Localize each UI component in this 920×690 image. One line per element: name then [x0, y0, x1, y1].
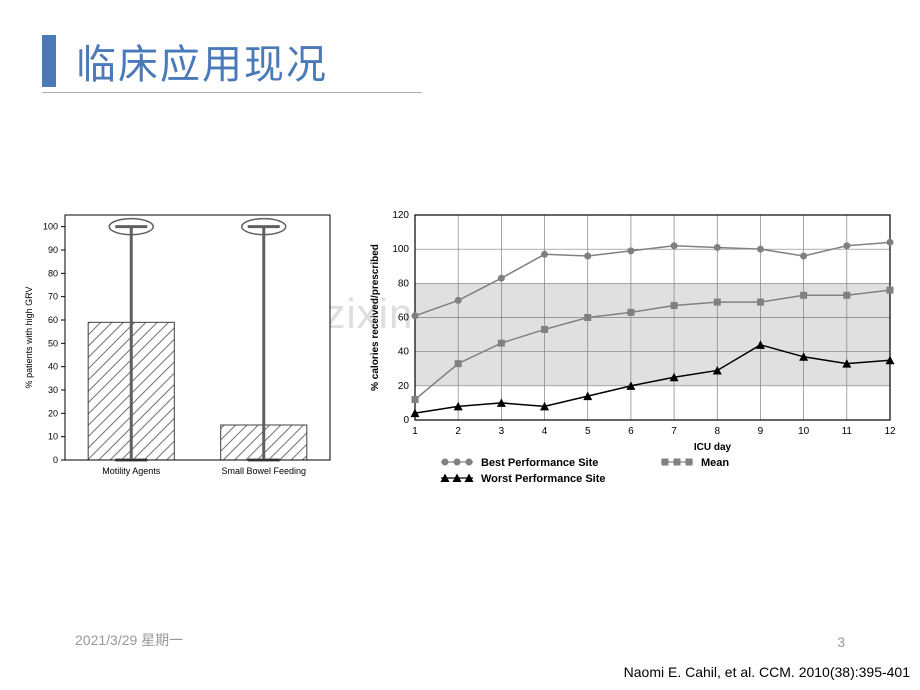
svg-text:1: 1 [412, 426, 418, 437]
svg-text:Small Bowel Feeding: Small Bowel Feeding [221, 466, 306, 476]
citation-text: Naomi E. Cahil, et al. CCM. 2010(38):395… [624, 664, 910, 680]
svg-text:60: 60 [398, 313, 410, 324]
svg-text:Best Performance Site: Best Performance Site [481, 457, 598, 469]
svg-text:8: 8 [714, 426, 720, 437]
svg-text:0: 0 [403, 415, 409, 426]
svg-text:6: 6 [628, 426, 634, 437]
svg-text:60: 60 [48, 315, 58, 325]
slide-title-bar: 临床应用现况 [42, 32, 422, 93]
title-accent-bar [42, 35, 56, 87]
svg-text:% calories received/prescribed: % calories received/prescribed [370, 244, 381, 391]
svg-text:20: 20 [48, 408, 58, 418]
svg-text:40: 40 [398, 347, 410, 358]
page-title: 临床应用现况 [76, 32, 328, 90]
svg-text:80: 80 [48, 268, 58, 278]
svg-text:3: 3 [499, 426, 505, 437]
svg-text:30: 30 [48, 385, 58, 395]
svg-text:% patients with high GRV: % patients with high GRV [24, 287, 34, 389]
svg-text:20: 20 [398, 381, 410, 392]
svg-text:0: 0 [53, 455, 58, 465]
bar-chart: 0 10 20 30 40 50 60 70 80 90 100 Motility Agents Sma… [20, 210, 340, 490]
svg-text:5: 5 [585, 426, 591, 437]
chart-row: 0102030405060708090100Motility AgentsSma… [20, 210, 900, 490]
svg-text:70: 70 [48, 292, 58, 302]
svg-text:10: 10 [48, 432, 58, 442]
svg-text:80: 80 [398, 278, 410, 289]
svg-text:12: 12 [884, 426, 896, 437]
svg-text:Mean: Mean [701, 457, 729, 469]
line-chart: 020406080100120123456789101112ICU day% c… [360, 210, 900, 490]
svg-text:50: 50 [48, 338, 58, 348]
svg-text:9: 9 [758, 426, 764, 437]
footer-page-number: 3 [837, 634, 845, 650]
svg-text:90: 90 [48, 245, 58, 255]
svg-text:11: 11 [842, 426, 853, 437]
svg-text:100: 100 [392, 244, 409, 255]
footer-date: 2021/3/29 星期一 [75, 630, 183, 650]
svg-text:Motility Agents: Motility Agents [102, 466, 161, 476]
svg-text:100: 100 [43, 222, 58, 232]
svg-text:7: 7 [671, 426, 677, 437]
svg-text:120: 120 [392, 210, 409, 221]
svg-text:10: 10 [798, 426, 810, 437]
svg-text:Worst Performance Site: Worst Performance Site [481, 473, 606, 485]
svg-text:40: 40 [48, 362, 58, 372]
svg-text:2: 2 [455, 426, 461, 437]
svg-text:4: 4 [542, 426, 548, 437]
svg-text:ICU day: ICU day [694, 442, 732, 453]
